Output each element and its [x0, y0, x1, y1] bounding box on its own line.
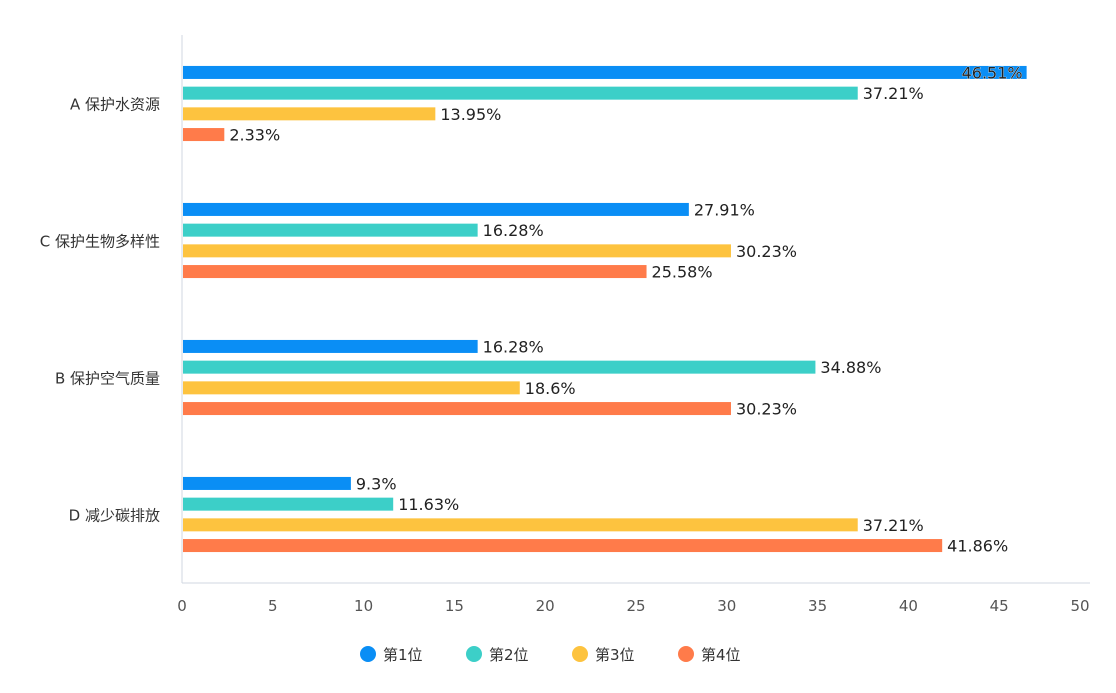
data-label: 46.51%: [962, 63, 1023, 82]
data-label: 16.28%: [483, 337, 544, 356]
legend-marker-3: [572, 646, 588, 662]
legend-label: 第3位: [595, 646, 635, 664]
category-label: D 减少碳排放: [69, 507, 160, 525]
bar-3: [183, 107, 436, 121]
x-tick-label: 15: [445, 597, 464, 615]
x-tick-label: 10: [354, 597, 373, 615]
bar-1: [183, 339, 478, 353]
bar-2: [183, 360, 816, 374]
data-label: 41.86%: [947, 537, 1008, 556]
bar-2: [183, 86, 858, 100]
data-label: 18.6%: [525, 379, 576, 398]
x-tick-label: 40: [899, 597, 918, 615]
data-label: 34.88%: [820, 358, 881, 377]
bar-1: [183, 202, 689, 216]
data-label: 30.23%: [736, 400, 797, 419]
bar-4: [183, 128, 225, 142]
data-label: 37.21%: [863, 516, 924, 535]
data-label: 27.91%: [694, 200, 755, 219]
category-label: C 保护生物多样性: [40, 233, 160, 251]
bar-3: [183, 381, 520, 395]
bar-2: [183, 223, 478, 237]
x-tick-label: 35: [808, 597, 827, 615]
data-label: 37.21%: [863, 84, 924, 103]
category-label: B 保护空气质量: [55, 370, 160, 388]
bar-2: [183, 497, 394, 511]
bar-3: [183, 244, 731, 258]
legend-marker-4: [678, 646, 694, 662]
legend-marker-2: [466, 646, 482, 662]
data-label: 25.58%: [652, 263, 713, 282]
data-label: 13.95%: [440, 105, 501, 124]
legend-label: 第2位: [489, 646, 529, 664]
bar-1: [183, 65, 1027, 79]
x-tick-label: 20: [536, 597, 555, 615]
bar-4: [183, 539, 943, 553]
data-label: 30.23%: [736, 242, 797, 261]
x-tick-label: 25: [626, 597, 645, 615]
x-tick-label: 5: [268, 597, 278, 615]
legend-label: 第1位: [383, 646, 423, 664]
x-tick-label: 50: [1070, 597, 1089, 615]
data-label: 2.33%: [229, 126, 280, 145]
legend-marker-1: [360, 646, 376, 662]
legend-label: 第4位: [701, 646, 741, 664]
data-label: 9.3%: [356, 474, 397, 493]
x-tick-label: 30: [717, 597, 736, 615]
data-label: 11.63%: [398, 495, 459, 514]
x-tick-label: 0: [177, 597, 187, 615]
bar-4: [183, 402, 731, 416]
bar-3: [183, 518, 858, 532]
x-tick-label: 45: [990, 597, 1009, 615]
bar-1: [183, 476, 351, 490]
data-label: 16.28%: [483, 221, 544, 240]
bar-4: [183, 265, 647, 279]
category-label: A 保护水资源: [70, 96, 160, 114]
